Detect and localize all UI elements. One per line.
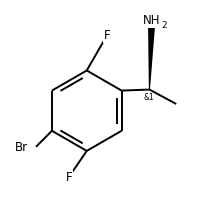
Polygon shape: [148, 21, 155, 90]
Text: F: F: [66, 171, 72, 184]
Text: F: F: [104, 29, 110, 42]
Text: &1: &1: [143, 93, 154, 102]
Text: 2: 2: [162, 21, 167, 30]
Text: NH: NH: [143, 14, 161, 27]
Text: Br: Br: [15, 141, 28, 154]
